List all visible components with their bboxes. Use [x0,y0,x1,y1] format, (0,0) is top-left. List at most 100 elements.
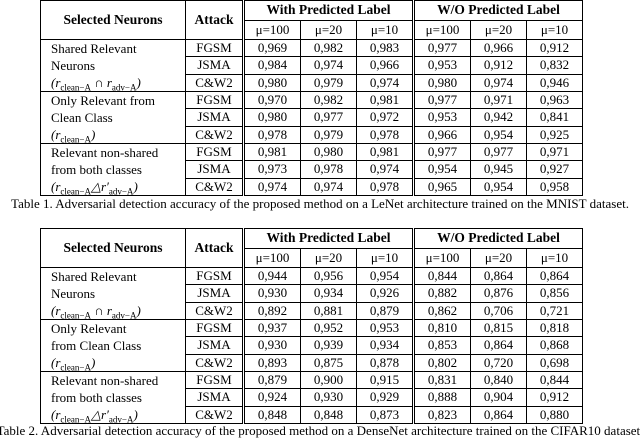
neuron-label: Shared Relevant Neurons (rclean−A ∩ radv−A… [40,267,186,321]
label-line: Only Relevant from [51,93,155,108]
value-cell: 0,882 [412,284,471,303]
label-line: from both classes [51,162,142,177]
mu-cell: μ=20 [300,247,357,268]
value-cell: 0,978 [356,125,414,145]
math-part: adv−A [111,310,137,321]
value-cell: 0,856 [526,284,583,303]
value-cell: 0,971 [470,90,527,110]
math-part: clean−A [60,362,91,373]
data-row: C&W2 0,974 0,974 0,978 0,965 0,954 0,958 [41,177,583,197]
header-row: Selected Neurons Attack With Predicted Lab… [40,0,583,40]
value-cell: 0,831 [412,370,471,390]
label-line: Shared Relevant [51,41,137,56]
value-cell: 0,864 [470,266,527,286]
attack-cell: FGSM [185,90,245,110]
math-line: (rclean−A ∩ radv−A) [51,74,181,93]
data-row: Shared Relevant Neurons (rclean−A ∩ radv−A… [40,266,583,320]
value-cell: 0,868 [526,336,583,355]
math-part: △r′ [90,179,109,194]
value-cell: 0,974 [356,160,414,179]
value-cell: 0,888 [412,388,471,407]
math-part: clean−A [60,186,91,197]
math-part: ) [90,355,96,370]
value-cell: 0,939 [300,336,357,355]
data-row: C&W2 0,893 0,875 0,878 0,802 0,720 0,698 [41,353,583,373]
data-row: JSMA 0,924 0,930 0,929 0,888 0,904 0,912 [41,388,583,407]
math-part: adv−A [108,186,134,197]
attack-cell: JSMA [185,388,245,407]
subheader-row: μ=100 μ=20 μ=10 μ=100 μ=20 μ=10 [41,19,583,40]
data-row: Only Relevant from Clean Class (rclean−A) F… [40,318,583,372]
value-cell: 0,958 [526,177,583,197]
attack-cell: FGSM [185,318,245,338]
value-cell: 0,912 [470,56,527,75]
value-cell: 0,878 [356,353,414,373]
attack-cell: JSMA [185,284,245,303]
math-line: (rclean−A) [51,354,181,373]
mu-cell: μ=100 [243,247,301,268]
value-cell: 0,974 [470,73,527,93]
value-cell: 0,900 [300,370,357,390]
label-line: Neurons [51,286,96,301]
value-cell: 0,953 [412,56,471,75]
value-cell: 0,981 [243,142,301,162]
value-cell: 0,810 [412,318,471,338]
value-cell: 0,698 [526,353,583,373]
value-cell: 0,945 [470,160,527,179]
neuron-label: Relevant non-shared from both classes (rcl… [40,371,186,425]
math-part: (r [51,407,61,422]
value-cell: 0,981 [356,90,414,110]
value-cell: 0,954 [356,266,414,286]
mu-cell: μ=10 [526,19,583,40]
math-part: adv−A [108,414,134,425]
math-part: (r [51,303,61,318]
value-cell: 0,925 [526,125,583,145]
value-cell: 0,980 [243,108,301,127]
value-cell: 0,862 [412,301,471,321]
attack-cell: C&W2 [185,405,245,425]
math-part: clean−A [60,414,91,425]
subheader-row: μ=100 μ=20 μ=10 μ=100 μ=20 μ=10 [41,247,583,268]
value-cell: 0,844 [526,370,583,390]
label-line: Only Relevant [51,321,127,336]
value-cell: 0,930 [243,336,301,355]
mu-cell: μ=100 [412,247,471,268]
value-cell: 0,942 [470,108,527,127]
value-cell: 0,929 [356,388,414,407]
results-table: Selected Neurons Attack With Predicted Lab… [40,0,583,196]
value-cell: 0,982 [300,38,357,58]
math-part: clean−A [60,310,91,321]
header-row: Selected Neurons Attack With Predicted Lab… [40,228,583,268]
attack-cell: FGSM [185,38,245,58]
value-cell: 0,983 [356,38,414,58]
value-cell: 0,978 [243,125,301,145]
label-line: Relevant non-shared [51,145,159,160]
value-cell: 0,893 [243,353,301,373]
value-cell: 0,848 [300,405,357,425]
value-cell: 0,848 [243,405,301,425]
value-cell: 0,974 [300,56,357,75]
label-line: Neurons [51,58,96,73]
value-cell: 0,952 [300,318,357,338]
value-cell: 0,966 [356,56,414,75]
attack-cell: JSMA [185,108,245,127]
value-cell: 0,864 [470,336,527,355]
label-line: from both classes [51,390,142,405]
value-cell: 0,930 [300,388,357,407]
value-cell: 0,880 [526,405,583,425]
mu-cell: μ=10 [526,247,583,268]
math-part: (r [51,75,61,90]
math-line: (rclean−A ∩ radv−A) [51,302,181,321]
value-cell: 0,706 [470,301,527,321]
label-line: Relevant non-shared [51,373,159,388]
value-cell: 0,954 [470,125,527,145]
value-cell: 0,977 [470,142,527,162]
value-cell: 0,963 [526,90,583,110]
math-part: clean−A [60,134,91,145]
value-cell: 0,966 [412,125,471,145]
attack-cell: FGSM [185,142,245,162]
math-part: clean−A [60,82,91,93]
value-cell: 0,879 [243,370,301,390]
neuron-label: Shared Relevant Neurons (rclean−A ∩ radv−A… [40,39,186,93]
value-cell: 0,977 [412,90,471,110]
